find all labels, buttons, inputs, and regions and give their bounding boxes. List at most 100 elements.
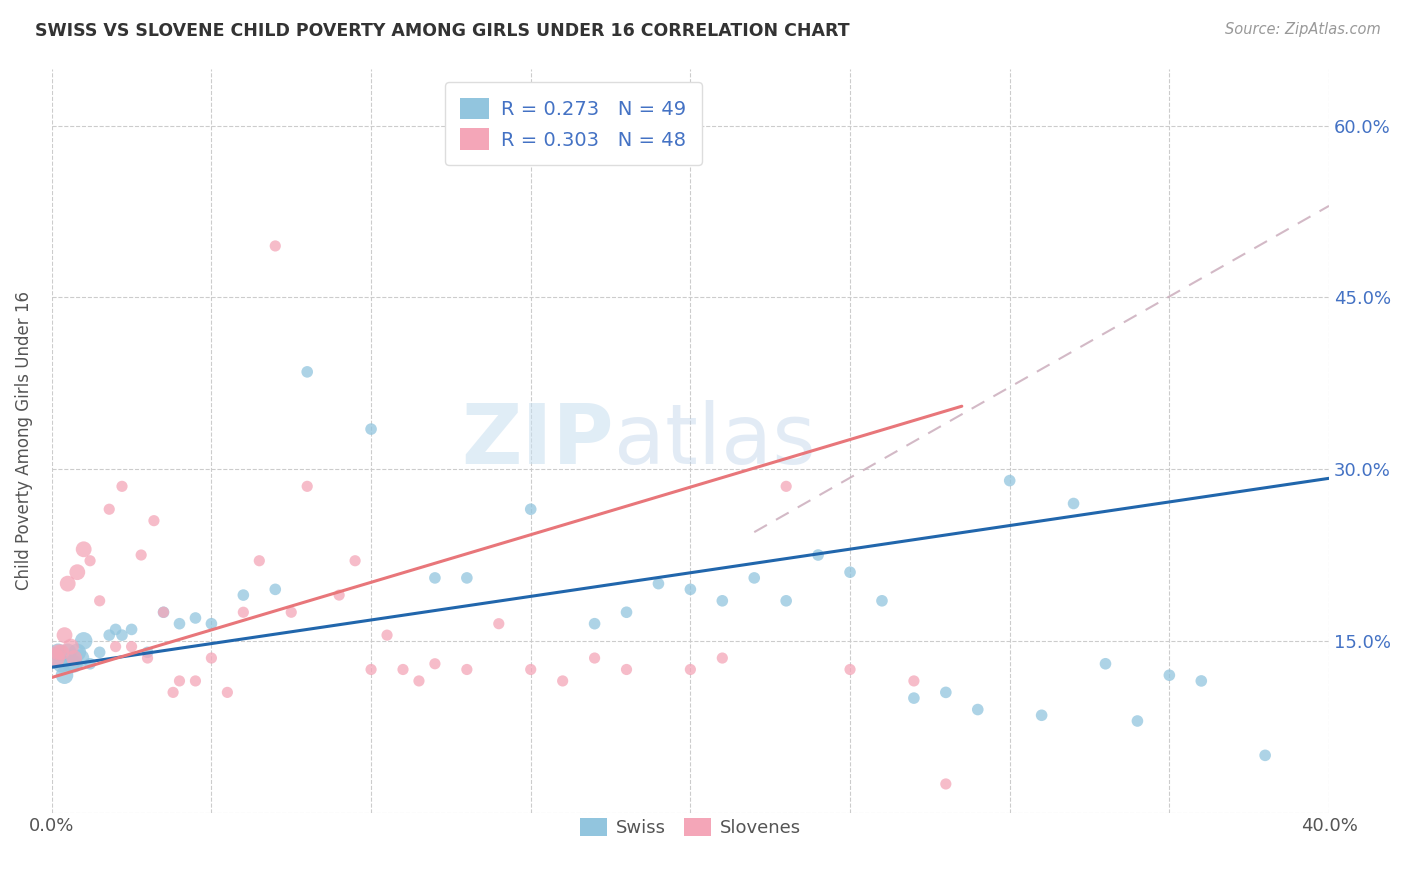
Point xyxy=(63,657,86,671)
Point xyxy=(583,616,606,631)
Point xyxy=(66,565,89,579)
Point xyxy=(136,645,159,659)
Point xyxy=(98,628,121,642)
Point xyxy=(136,651,159,665)
Point xyxy=(679,663,702,677)
Point xyxy=(217,685,239,699)
Point xyxy=(360,663,382,677)
Point xyxy=(247,554,270,568)
Point xyxy=(839,663,862,677)
Point xyxy=(46,645,69,659)
Point xyxy=(59,657,82,671)
Point xyxy=(184,611,207,625)
Point xyxy=(1189,673,1212,688)
Point xyxy=(51,657,73,671)
Point xyxy=(53,628,76,642)
Point xyxy=(152,605,174,619)
Point xyxy=(616,605,638,619)
Point xyxy=(775,594,797,608)
Point xyxy=(616,663,638,677)
Point xyxy=(742,571,765,585)
Point xyxy=(232,588,254,602)
Point xyxy=(51,645,73,659)
Text: SWISS VS SLOVENE CHILD POVERTY AMONG GIRLS UNDER 16 CORRELATION CHART: SWISS VS SLOVENE CHILD POVERTY AMONG GIR… xyxy=(35,22,849,40)
Point xyxy=(1254,748,1277,763)
Point xyxy=(184,673,207,688)
Point xyxy=(775,479,797,493)
Point xyxy=(66,645,89,659)
Point xyxy=(935,685,957,699)
Point xyxy=(264,582,287,597)
Point xyxy=(647,576,669,591)
Point xyxy=(408,673,430,688)
Point xyxy=(142,514,165,528)
Point xyxy=(456,571,478,585)
Point xyxy=(1031,708,1053,723)
Legend: Swiss, Slovenes: Swiss, Slovenes xyxy=(572,811,808,845)
Text: ZIP: ZIP xyxy=(461,400,614,481)
Point xyxy=(423,571,446,585)
Point xyxy=(111,628,134,642)
Point xyxy=(1094,657,1116,671)
Point xyxy=(53,668,76,682)
Point xyxy=(1063,496,1085,510)
Point xyxy=(169,616,191,631)
Point xyxy=(375,628,398,642)
Y-axis label: Child Poverty Among Girls Under 16: Child Poverty Among Girls Under 16 xyxy=(15,291,32,590)
Point xyxy=(69,651,91,665)
Point xyxy=(280,605,302,619)
Point xyxy=(104,623,127,637)
Point xyxy=(89,594,111,608)
Text: atlas: atlas xyxy=(614,400,815,481)
Point xyxy=(200,651,222,665)
Point xyxy=(870,594,893,608)
Point xyxy=(807,548,830,562)
Point xyxy=(162,685,184,699)
Point xyxy=(63,651,86,665)
Point xyxy=(839,565,862,579)
Point xyxy=(73,633,96,648)
Point xyxy=(89,645,111,659)
Point xyxy=(232,605,254,619)
Point xyxy=(1159,668,1181,682)
Point xyxy=(583,651,606,665)
Point xyxy=(551,673,574,688)
Point xyxy=(711,594,734,608)
Point xyxy=(392,663,415,677)
Point xyxy=(519,502,541,516)
Point xyxy=(295,479,318,493)
Point xyxy=(79,554,101,568)
Point xyxy=(44,651,66,665)
Text: Source: ZipAtlas.com: Source: ZipAtlas.com xyxy=(1225,22,1381,37)
Point xyxy=(328,588,350,602)
Point xyxy=(59,640,82,654)
Point xyxy=(73,542,96,557)
Point xyxy=(344,554,367,568)
Point xyxy=(423,657,446,671)
Point xyxy=(360,422,382,436)
Point xyxy=(903,691,925,706)
Point xyxy=(79,657,101,671)
Point xyxy=(903,673,925,688)
Point xyxy=(104,640,127,654)
Point xyxy=(98,502,121,516)
Point xyxy=(111,479,134,493)
Point xyxy=(44,651,66,665)
Point xyxy=(966,702,988,716)
Point xyxy=(46,645,69,659)
Point xyxy=(295,365,318,379)
Point xyxy=(935,777,957,791)
Point xyxy=(152,605,174,619)
Point xyxy=(711,651,734,665)
Point xyxy=(129,548,152,562)
Point xyxy=(56,645,79,659)
Point xyxy=(200,616,222,631)
Point xyxy=(679,582,702,597)
Point xyxy=(56,576,79,591)
Point xyxy=(998,474,1021,488)
Point xyxy=(456,663,478,677)
Point xyxy=(488,616,510,631)
Point xyxy=(169,673,191,688)
Point xyxy=(519,663,541,677)
Point xyxy=(264,239,287,253)
